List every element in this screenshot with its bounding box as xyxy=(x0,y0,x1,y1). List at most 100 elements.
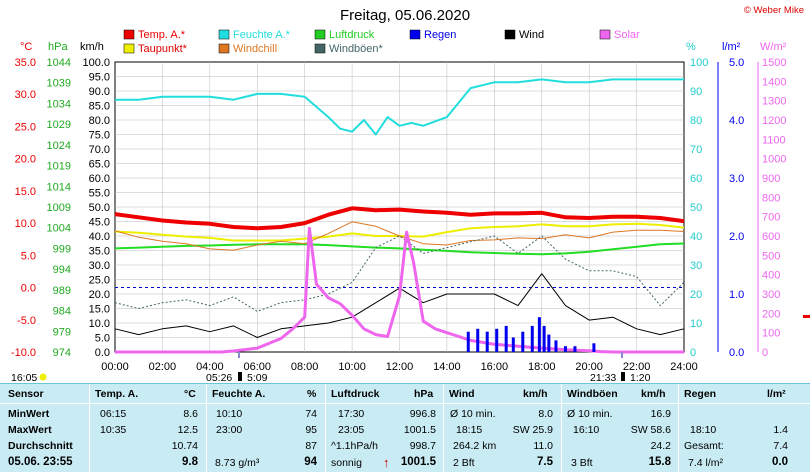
row-label-min: MinWert xyxy=(8,408,50,420)
legend-swatch xyxy=(218,43,230,54)
max-temp-time: 10:35 xyxy=(100,424,127,436)
abs-humidity: 8.73 g/m³ xyxy=(215,457,260,469)
legend-swatch xyxy=(123,29,135,40)
legend-label: Temp. A.* xyxy=(138,29,186,41)
rain-axis-unit: l/m² xyxy=(722,41,741,53)
wind-tick-label: 60.0 xyxy=(89,173,110,185)
x-tick-label: 16:00 xyxy=(481,361,509,373)
wind-tick-label: 45.0 xyxy=(89,217,110,229)
header-rain-unit: l/m² xyxy=(767,388,786,400)
humidity-tick-label: 10 xyxy=(690,318,702,330)
sunrise-marker-icon xyxy=(238,372,242,381)
wind-axis-unit: km/h xyxy=(80,41,104,53)
min-gust-label: Ø 10 min. xyxy=(567,408,613,420)
wind-beaufort: 2 Bft xyxy=(453,457,475,469)
pressure-tick-label: 994 xyxy=(53,264,71,276)
x-tick-label: 20:00 xyxy=(575,361,603,373)
header-wind-unit: km/h xyxy=(523,388,548,400)
header-temp-unit: °C xyxy=(184,388,196,400)
sunset-tick xyxy=(621,352,623,358)
rain-tick-label: 1.0 xyxy=(729,289,744,301)
rain-total-label: Gesamt: xyxy=(684,440,724,452)
sunrise-offset-label: 5:09 xyxy=(247,372,268,383)
min-wind-label: Ø 10 min. xyxy=(450,408,496,420)
header-gust: Windböen xyxy=(567,388,618,400)
legend-swatch xyxy=(218,29,230,40)
current-hum-value: 94 xyxy=(304,456,317,468)
rain-bar xyxy=(511,337,515,352)
legend-label: Windböen* xyxy=(329,43,384,55)
current-rain-value: 0.0 xyxy=(772,456,788,468)
min-pres-time: 17:30 xyxy=(338,408,365,420)
rain-bar xyxy=(466,331,470,352)
avg-wind-value: 11.0 xyxy=(533,440,553,452)
x-tick-label: 02:00 xyxy=(149,361,177,373)
pressure-tick-label: 989 xyxy=(53,285,71,297)
rain-tick-label: 0.0 xyxy=(729,347,744,359)
solar-tick-label: 1300 xyxy=(762,96,786,108)
wind-tick-label: 10.0 xyxy=(89,318,110,330)
humidity-tick-label: 100 xyxy=(690,57,708,69)
min-temp-time: 06:15 xyxy=(100,408,127,420)
copyright-notice: © Weber Mike xyxy=(744,5,804,16)
current-temp-marker xyxy=(803,315,810,318)
rain-bar xyxy=(504,325,508,352)
solar-tick-label: 1000 xyxy=(762,154,786,166)
wind-tick-label: 95.0 xyxy=(89,72,110,84)
wind-tick-label: 85.0 xyxy=(89,101,110,113)
wind-tick-label: 30.0 xyxy=(89,260,110,272)
pressure-tick-label: 984 xyxy=(53,306,71,318)
temp-tick-label: 25.0 xyxy=(15,121,36,133)
max-hum-time: 23:00 xyxy=(216,424,243,436)
row-label-current: 05.06. 23:55 xyxy=(8,456,73,468)
wind-tick-label: 15.0 xyxy=(89,304,110,316)
rain-bar xyxy=(537,317,541,352)
solar-tick-label: 600 xyxy=(762,231,780,243)
solar-tick-label: 1200 xyxy=(762,115,786,127)
wind-tick-label: 25.0 xyxy=(89,275,110,287)
x-tick-label: 18:00 xyxy=(528,361,556,373)
temp-tick-label: 20.0 xyxy=(15,154,36,166)
solar-tick-label: 1500 xyxy=(762,57,786,69)
pressure-tick-label: 1009 xyxy=(47,202,71,214)
temp-tick-label: 30.0 xyxy=(15,89,36,101)
x-tick-label: 06:00 xyxy=(243,361,271,373)
rain-bar xyxy=(495,328,499,352)
stats-table: Sensor Temp. A. °C Feuchte A. % Luftdruc… xyxy=(0,383,810,472)
sunrise-label: 05:26 xyxy=(206,372,232,383)
max-gust-value: SW 58.6 xyxy=(630,424,671,436)
series-line-temp-a- xyxy=(114,206,685,231)
now-time-label: 16:05 xyxy=(11,372,37,383)
max-wind-time: 18:15 xyxy=(456,424,483,436)
avg-hum-value: 87 xyxy=(305,440,317,452)
legend-swatch xyxy=(599,29,611,40)
series-line-solar xyxy=(115,226,684,354)
min-wind-value: 8.0 xyxy=(538,408,553,420)
humidity-tick-label: 50 xyxy=(690,202,702,214)
header-temp: Temp. A. xyxy=(95,388,139,400)
rain-bar xyxy=(542,325,546,352)
legend-label: Windchill xyxy=(233,43,277,55)
pressure-trend: ^1.1hPa/h xyxy=(331,440,378,452)
rain-total-value: 7.4 xyxy=(773,440,788,452)
humidity-axis-unit: % xyxy=(686,41,696,53)
wind-tick-label: 5.0 xyxy=(95,333,110,345)
wind-tick-label: 40.0 xyxy=(89,231,110,243)
rain-tick-label: 5.0 xyxy=(729,57,744,69)
max-temp-value: 12.5 xyxy=(177,424,198,436)
solar-tick-label: 100 xyxy=(762,328,780,340)
header-pressure: Luftdruck xyxy=(331,388,380,400)
rain-bar xyxy=(547,334,551,352)
humidity-tick-label: 60 xyxy=(690,173,702,185)
legend-label: Luftdruck xyxy=(329,29,375,41)
series-line-windb-en xyxy=(114,235,685,312)
wind-tick-label: 35.0 xyxy=(89,246,110,258)
row-label-max: MaxWert xyxy=(8,424,52,436)
min-temp-value: 8.6 xyxy=(183,408,198,420)
rain-tick-label: 4.0 xyxy=(729,115,744,127)
rain-bar xyxy=(476,328,480,352)
x-tick-label: 08:00 xyxy=(291,361,319,373)
pressure-tick-label: 1029 xyxy=(47,119,71,131)
current-gust-value: 15.8 xyxy=(648,456,671,468)
rain-bar xyxy=(592,343,596,352)
